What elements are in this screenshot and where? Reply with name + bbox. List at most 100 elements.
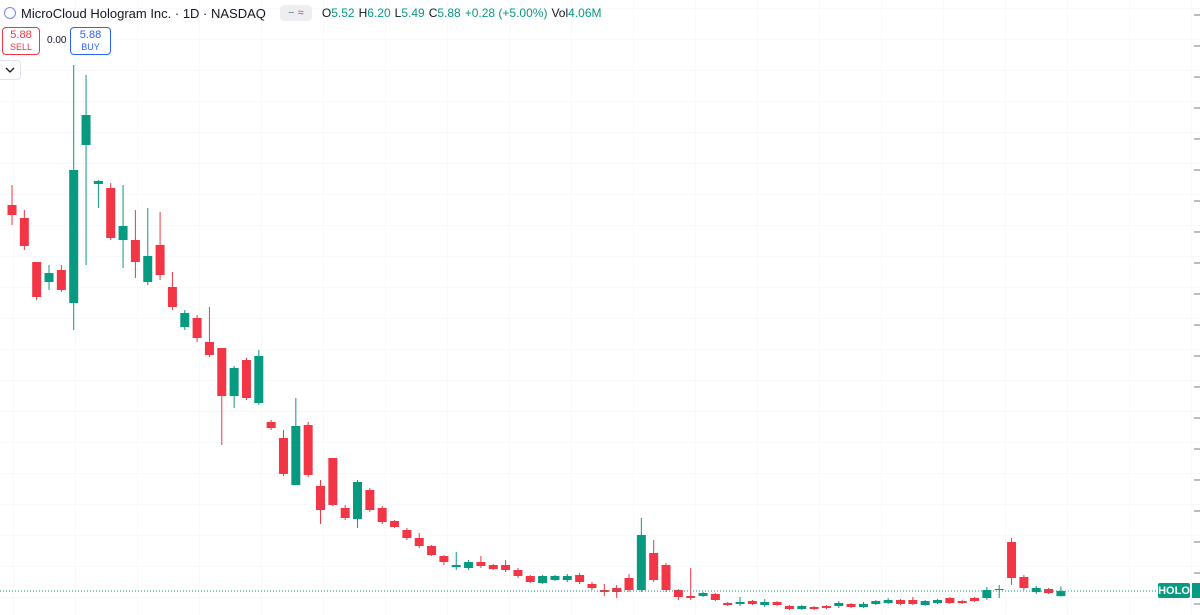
candle-body <box>81 115 91 145</box>
change: +0.28 (+5.00%) <box>464 6 548 20</box>
candle-body <box>365 490 375 510</box>
candle-body <box>229 368 239 396</box>
candle-body <box>538 576 548 583</box>
candle-body <box>1031 588 1041 592</box>
candle-body <box>649 553 659 580</box>
candle-body <box>846 604 856 607</box>
symbol-price-tag: HOLO <box>1158 583 1190 598</box>
candle-body <box>192 318 202 338</box>
candle-body <box>414 538 424 546</box>
candle-body <box>525 576 535 582</box>
candle-body <box>970 598 980 601</box>
candle-body <box>266 422 276 428</box>
buy-button[interactable]: 5.88 BUY <box>70 27 111 55</box>
candle-body <box>56 270 66 290</box>
candle-body <box>587 584 597 588</box>
candle-body <box>180 313 190 327</box>
candle-body <box>624 578 634 590</box>
candle-body <box>143 256 153 282</box>
candle-body <box>254 356 264 403</box>
candle-body <box>883 600 893 603</box>
candle-body <box>710 594 720 600</box>
h-label: H <box>358 6 368 20</box>
candle-body <box>217 348 227 396</box>
candle-body <box>130 240 140 262</box>
candle-body <box>661 565 671 590</box>
sell-price: 5.88 <box>10 29 32 41</box>
candle-body <box>118 226 128 240</box>
candle-body <box>636 535 646 590</box>
candle-body <box>1007 542 1017 578</box>
candle-body <box>599 590 609 592</box>
candle-body <box>476 562 486 566</box>
candle-body <box>1044 589 1054 593</box>
candle-body <box>723 603 733 605</box>
sell-label: SELL <box>9 42 33 52</box>
candle-body <box>686 596 696 598</box>
candle-body <box>241 360 251 398</box>
candle-body <box>451 565 461 567</box>
candle-body <box>735 602 745 604</box>
candle-body <box>1019 577 1029 588</box>
candle-body <box>920 601 930 605</box>
candle-body <box>908 600 918 604</box>
chevron <box>5 67 15 73</box>
candle-body <box>328 458 338 505</box>
l-label: L <box>394 6 402 20</box>
collapse-button[interactable] <box>0 60 21 80</box>
title: MicroCloud Hologram Inc. · 1D · NASDAQ <box>21 5 266 21</box>
candle-body <box>316 486 325 510</box>
candle-body <box>106 188 116 238</box>
candle-body <box>772 602 782 605</box>
candle-body <box>402 530 412 538</box>
candle-body <box>809 607 819 609</box>
ohlc: O5.52 H6.20 L5.49 C5.88 +0.28 (+5.00%) V… <box>322 6 602 20</box>
candle-body <box>933 600 942 603</box>
candle-body <box>982 590 992 598</box>
symbol-icon <box>4 7 16 19</box>
buy-label: BUY <box>81 42 100 52</box>
candle-body <box>32 262 42 297</box>
candle-body <box>19 218 29 246</box>
c-label: C <box>428 6 438 20</box>
low-value: 5.49 <box>401 6 425 20</box>
spread: 0.00 <box>47 35 67 46</box>
candle-body <box>167 287 177 307</box>
candle-body <box>377 508 387 522</box>
candle-body <box>858 604 868 607</box>
candle-body <box>673 590 683 597</box>
candle-body <box>353 482 363 519</box>
candle-body <box>7 205 17 215</box>
candle-body <box>291 426 301 485</box>
candle-body <box>797 606 807 609</box>
sell-button[interactable]: 5.88 SELL <box>2 27 40 55</box>
candle-body <box>575 575 585 582</box>
candle-body <box>760 602 770 605</box>
candle-body <box>1056 591 1066 597</box>
candle-body <box>427 546 437 555</box>
candle-body <box>303 425 313 475</box>
candle-body <box>278 438 288 474</box>
candle-body <box>44 273 54 282</box>
candle-body <box>340 508 350 518</box>
candle-body <box>612 588 622 592</box>
o-label: O <box>321 6 332 20</box>
candle-body <box>784 606 794 609</box>
candle-body <box>501 565 511 570</box>
candle-body <box>821 606 831 608</box>
candle-body <box>562 576 572 580</box>
open-value: 5.52 <box>331 6 355 20</box>
candle-body <box>204 342 214 355</box>
candle-body <box>488 565 498 569</box>
price-tag-edge <box>1192 583 1200 598</box>
candle-body <box>834 603 844 606</box>
toggle[interactable]: − ≈ <box>279 5 312 21</box>
vol-label: Vol <box>551 6 569 20</box>
close-value: 5.88 <box>437 6 461 20</box>
legend-header: MicroCloud Hologram Inc. · 1D · NASDAQ −… <box>4 4 602 22</box>
candle-body <box>390 521 400 527</box>
candle-body <box>994 589 1004 590</box>
candle-body <box>464 562 474 568</box>
